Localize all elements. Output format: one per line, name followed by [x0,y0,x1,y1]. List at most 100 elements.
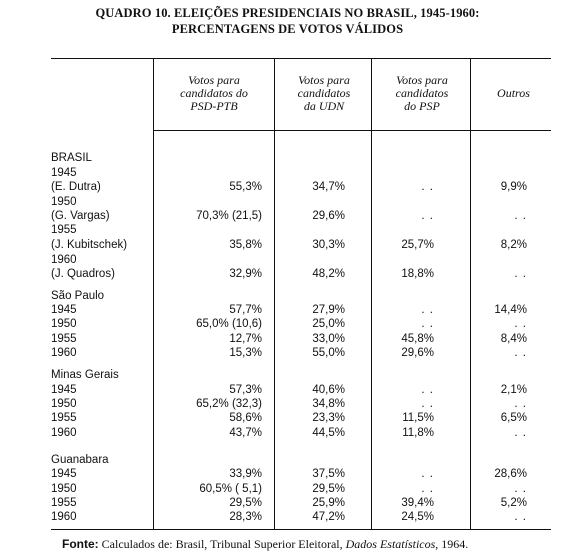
table-cell: 6,5% [500,412,527,424]
top-rule [51,58,551,59]
header-line: da UDN [303,99,345,113]
table-cell: 47,2% [312,511,345,523]
table-cell: 40,6% [312,384,345,396]
row-label: 1945 [51,304,77,316]
header-outros: Outros [476,87,551,100]
table-cell: . . [421,181,434,193]
table-cell: . . [421,398,434,410]
row-label: 1955 [51,224,77,236]
table-cell: 27,9% [312,304,345,316]
header-line: Outros [497,86,530,100]
table-cell: . . [421,304,434,316]
header-bottom-rule [153,130,551,131]
table-cell: . . [514,347,527,359]
row-label: 1945 [51,468,77,480]
table-cell: 57,7% [229,304,262,316]
table-cell: 37,5% [312,468,345,480]
table-cell: 24,5% [401,511,434,523]
table-cell: 15,3% [229,347,262,359]
source-text: Calculados de: Brasil, Tribunal Superior… [98,537,346,551]
table-cell: 34,8% [312,398,345,410]
row-label: BRASIL [51,152,92,164]
header-udn: Votos para candidatos da UDN [280,74,368,113]
table-cell: 55,3% [229,181,262,193]
table-cell: 35,8% [229,239,262,251]
table-cell: 25,9% [312,497,345,509]
source-italic: Dados Estatísticos [345,537,436,551]
row-label: 1960 [51,511,77,523]
table-cell: 48,2% [312,268,345,280]
table-cell: 33,0% [312,333,345,345]
header-line: Votos para [396,73,448,87]
row-label: 1955 [51,333,77,345]
source-note: Fonte: Calculados de: Brasil, Tribunal S… [62,537,468,552]
table-cell: 28,6% [494,468,527,480]
table-cell: 43,7% [229,427,262,439]
header-line: candidatos [395,86,449,100]
header-line: Votos para [298,73,350,87]
header-line: do PSP [404,99,440,113]
header-line: candidatos [297,86,351,100]
header-psd-ptb: Votos para candidatos do PSD-PTB [160,74,268,113]
table-cell: 29,5% [312,483,345,495]
row-label: 1955 [51,412,77,424]
table-cell: 14,4% [494,304,527,316]
table-cell: 23,3% [312,412,345,424]
header-line: candidatos do [180,86,248,100]
row-label: 1960 [51,427,77,439]
table-cell: 8,2% [500,239,527,251]
col-divider-3 [371,59,372,529]
table-cell: 29,5% [229,497,262,509]
row-label: 1945 [51,384,77,396]
bottom-rule [51,529,551,530]
table-cell: 65,2% (32,3) [196,398,262,410]
row-label: 1950 [51,318,77,330]
header-line: Votos para [188,73,240,87]
table-cell: 12,7% [229,333,262,345]
table-title: QUADRO 10. ELEIÇÕES PRESIDENCIAIS NO BRA… [95,6,480,20]
source-prefix: Fonte: [62,537,99,551]
table-cell: 34,7% [312,181,345,193]
row-label: 1960 [51,347,77,359]
table-cell: 8,4% [500,333,527,345]
row-label: 1955 [51,497,77,509]
table-cell: 70,3% (21,5) [196,210,262,222]
table-cell: 9,9% [500,181,527,193]
table-cell: . . [421,384,434,396]
table-cell: 32,9% [229,268,262,280]
row-label: (J. Kubitschek) [51,239,128,251]
table-cell: 28,3% [229,511,262,523]
table-cell: 5,2% [500,497,527,509]
table-cell: . . [514,268,527,280]
table-cell: 30,3% [312,239,345,251]
row-label: Guanabara [51,454,109,466]
table-cell: 11,5% [402,412,434,424]
header-psp: Votos para candidatos do PSP [378,74,466,113]
table-cell: . . [514,427,527,439]
row-label: (J. Quadros) [51,268,115,280]
row-label: 1945 [51,167,77,179]
table-cell: 39,4% [401,497,434,509]
table-cell: 65,0% (10,6) [196,318,262,330]
table-cell: 2,1% [500,384,527,396]
table-cell: 29,6% [401,347,434,359]
table-cell: 55,0% [312,347,345,359]
table-cell: 45,8% [401,333,434,345]
col-divider-1 [153,59,154,529]
table-cell: 11,8% [402,427,434,439]
table-cell: . . [514,398,527,410]
table-cell: 18,8% [401,268,434,280]
col-divider-4 [470,59,471,529]
row-label: Minas Gerais [51,369,119,381]
table-cell: . . [514,483,527,495]
table-cell: . . [421,318,434,330]
table-cell: 44,5% [312,427,345,439]
table-cell: . . [514,511,527,523]
table-cell: 57,3% [229,384,262,396]
source-suffix: , 1964. [435,537,469,551]
table-cell: 25,0% [312,318,345,330]
table-cell: . . [514,318,527,330]
row-label: 1950 [51,196,77,208]
header-line: PSD-PTB [190,99,238,113]
table-cell: . . [421,468,434,480]
